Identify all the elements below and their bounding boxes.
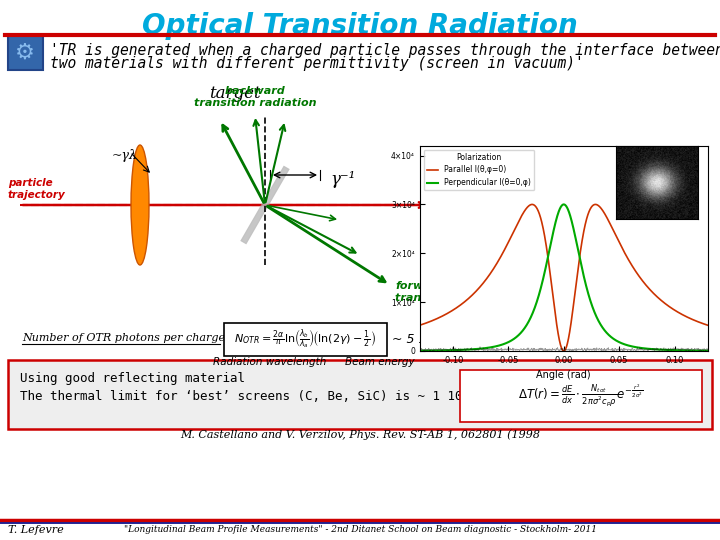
Text: 'TR is generated when a charged particle passes through the interface between: 'TR is generated when a charged particle…	[50, 43, 720, 58]
Parallel I(θ,φ=0)	[445, 309, 454, 316]
Perpendicular I(θ=0,φ)	[703, 347, 712, 354]
Perpendicular I(θ=0,φ)	[542, 260, 551, 267]
Text: Beam energy: Beam energy	[345, 357, 415, 367]
Text: "Longitudinal Beam Profile Measurements" - 2nd Ditanet School on Beam diagnostic: "Longitudinal Beam Profile Measurements"…	[124, 525, 596, 535]
Parallel I(θ,φ=0)	[591, 201, 600, 208]
Text: Using good reflecting material: Using good reflecting material	[20, 372, 245, 385]
Perpendicular I(θ=0,φ)	[640, 345, 649, 352]
Text: ~γλ: ~γλ	[112, 148, 138, 161]
Parallel I(θ,φ=0)	[415, 322, 424, 328]
X-axis label: Angle (rad): Angle (rad)	[536, 370, 591, 380]
Text: two materials with different permittivity (screen in vacuum)': two materials with different permittivit…	[50, 56, 584, 71]
Text: target: target	[210, 85, 261, 102]
Text: γ⁻¹: γ⁻¹	[330, 172, 355, 188]
Parallel I(θ,φ=0)	[532, 204, 541, 211]
Text: M. Castellano and V. Verzilov, Phys. Rev. ST-AB 1, 062801 (1998: M. Castellano and V. Verzilov, Phys. Rev…	[180, 429, 540, 440]
Text: backward
transition radiation: backward transition radiation	[194, 86, 316, 108]
Parallel I(θ,φ=0)	[559, 348, 568, 354]
Bar	[8, 35, 43, 70]
Perpendicular I(θ=0,φ)	[559, 201, 568, 208]
Line: Parallel I(θ,φ=0): Parallel I(θ,φ=0)	[420, 205, 708, 351]
Text: particle
trajectory: particle trajectory	[8, 178, 66, 200]
Text: $N_{OTR}=\frac{2\alpha}{\pi}\ln\!\left(\frac{\lambda_b}{\lambda_{a}}\right)\!\le: $N_{OTR}=\frac{2\alpha}{\pi}\ln\!\left(\…	[234, 327, 376, 350]
Perpendicular I(θ=0,φ)	[415, 347, 424, 354]
FancyBboxPatch shape	[8, 360, 712, 429]
Parallel I(θ,φ=0)	[646, 287, 654, 293]
Perpendicular I(θ=0,φ)	[445, 347, 454, 354]
Legend: Parallel I(θ,φ=0), Perpendicular I(θ=0,φ): Parallel I(θ,φ=0), Perpendicular I(θ=0,φ…	[423, 150, 534, 191]
FancyBboxPatch shape	[460, 370, 702, 422]
Ellipse shape	[131, 145, 149, 265]
Parallel I(θ,φ=0)	[542, 245, 551, 251]
Perpendicular I(θ=0,φ)	[646, 346, 654, 352]
Parallel I(θ,φ=0)	[613, 237, 622, 244]
Text: Optical Transition Radiation: Optical Transition Radiation	[142, 12, 578, 40]
Parallel I(θ,φ=0)	[641, 281, 649, 287]
Text: forward
transition radiation: forward transition radiation	[395, 281, 518, 303]
FancyBboxPatch shape	[223, 322, 387, 355]
Perpendicular I(θ=0,φ)	[613, 338, 622, 345]
Text: $\Delta T(r)=\frac{dE}{dx}\cdot\frac{N_{tot}}{2\pi\sigma^2 c_p\rho}e^{-\frac{r^2: $\Delta T(r)=\frac{dE}{dx}\cdot\frac{N_{…	[518, 383, 644, 409]
Text: The thermal limit for ‘best’ screens (C, Be, SiC) is ~ 1 10⁶ nC/cm²: The thermal limit for ‘best’ screens (C,…	[20, 390, 523, 403]
Text: ⚙: ⚙	[15, 43, 35, 63]
Text: Number of OTR photons per charge particle: Number of OTR photons per charge particl…	[22, 333, 272, 343]
Perpendicular I(θ=0,φ)	[532, 300, 541, 307]
Parallel I(θ,φ=0)	[703, 322, 712, 328]
Text: ~ 5 10⁻³ in [400-600]nm: ~ 5 10⁻³ in [400-600]nm	[392, 333, 548, 346]
Text: T. Lefevre: T. Lefevre	[8, 525, 64, 535]
Text: Radiation wavelength: Radiation wavelength	[213, 357, 327, 367]
Line: Perpendicular I(θ=0,φ): Perpendicular I(θ=0,φ)	[420, 205, 708, 350]
